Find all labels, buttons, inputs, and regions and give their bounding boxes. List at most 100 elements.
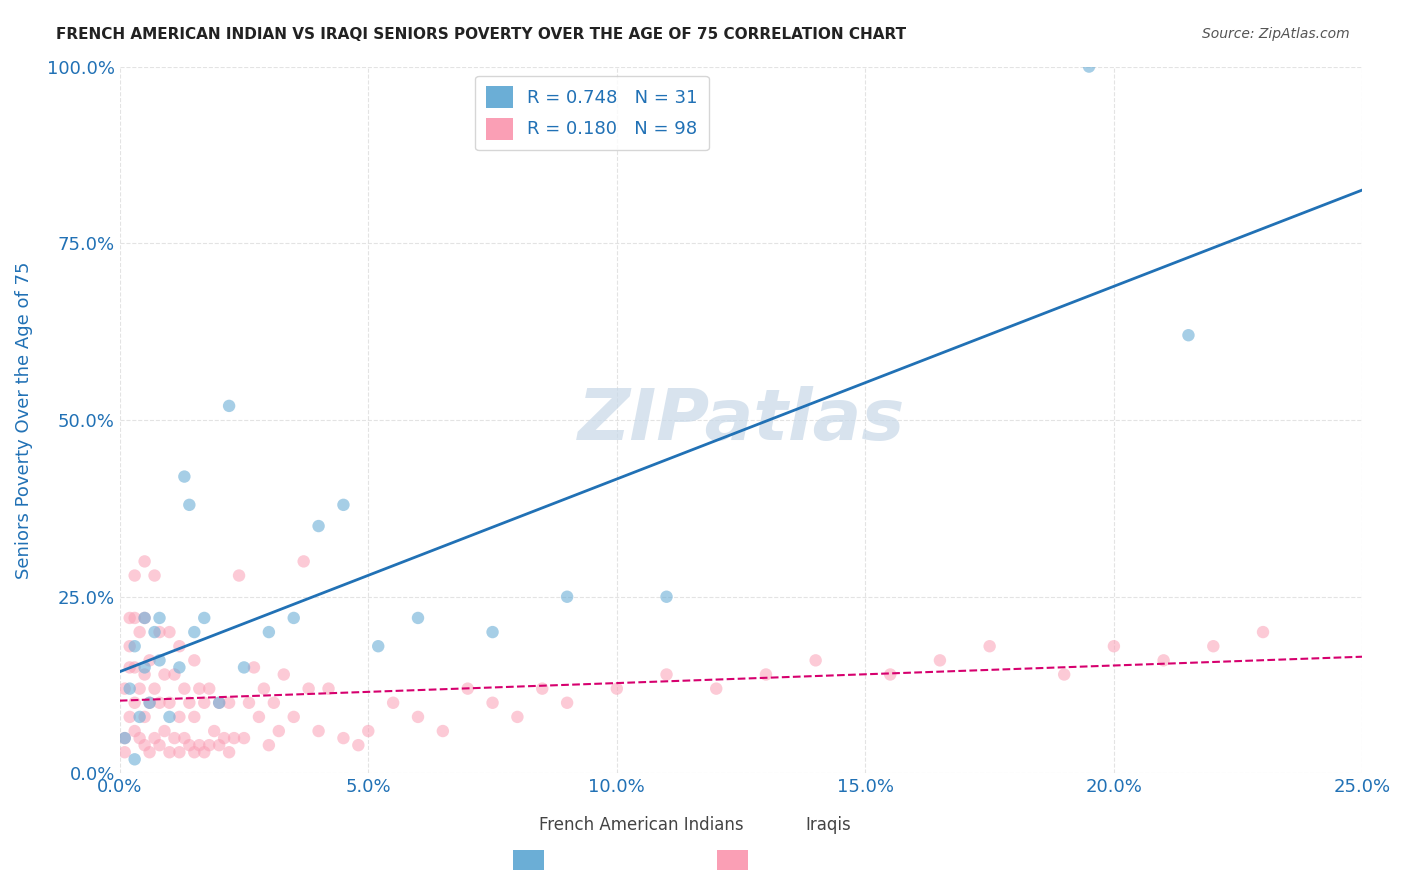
Point — [134, 611, 156, 625]
Point — [257, 625, 280, 640]
Point — [267, 724, 290, 739]
Point — [804, 653, 827, 667]
Point — [655, 667, 678, 681]
Point — [169, 639, 191, 653]
Point — [124, 724, 146, 739]
Point — [202, 724, 225, 739]
Point — [173, 469, 195, 483]
Point — [138, 653, 160, 667]
Point — [481, 625, 503, 640]
Point — [198, 738, 221, 752]
Point — [124, 752, 146, 766]
Point — [128, 731, 150, 745]
Point — [159, 710, 181, 724]
Point — [1053, 667, 1076, 681]
Point — [134, 738, 156, 752]
Point — [979, 639, 1001, 653]
Point — [233, 731, 256, 745]
Point — [332, 731, 354, 745]
Point — [1251, 625, 1274, 640]
Point — [128, 710, 150, 724]
Point — [138, 745, 160, 759]
Point — [183, 710, 205, 724]
Point — [222, 731, 245, 745]
Point — [198, 681, 221, 696]
Point — [143, 625, 166, 640]
Point — [308, 724, 330, 739]
Point — [169, 745, 191, 759]
Point — [347, 738, 370, 752]
Point — [183, 745, 205, 759]
Point — [247, 710, 270, 724]
Point — [173, 731, 195, 745]
Point — [179, 498, 201, 512]
Point — [257, 738, 280, 752]
Point — [159, 745, 181, 759]
Point — [124, 696, 146, 710]
Point — [128, 681, 150, 696]
Point — [148, 653, 170, 667]
Point — [188, 738, 211, 752]
Point — [308, 519, 330, 533]
Point — [134, 660, 156, 674]
Text: FRENCH AMERICAN INDIAN VS IRAQI SENIORS POVERTY OVER THE AGE OF 75 CORRELATION C: FRENCH AMERICAN INDIAN VS IRAQI SENIORS … — [56, 27, 907, 42]
Point — [143, 568, 166, 582]
Point — [929, 653, 952, 667]
Point — [193, 611, 215, 625]
Point — [318, 681, 340, 696]
Point — [148, 625, 170, 640]
Point — [704, 681, 727, 696]
Point — [283, 611, 305, 625]
Point — [143, 681, 166, 696]
Point — [124, 660, 146, 674]
Point — [138, 696, 160, 710]
Point — [218, 696, 240, 710]
Point — [153, 667, 176, 681]
Point — [879, 667, 901, 681]
Point — [457, 681, 479, 696]
Point — [253, 681, 276, 696]
Point — [163, 667, 186, 681]
Point — [298, 681, 321, 696]
Point — [114, 731, 136, 745]
Text: French American Indians: French American Indians — [540, 816, 744, 834]
Point — [183, 653, 205, 667]
Point — [143, 731, 166, 745]
Point — [179, 696, 201, 710]
Point — [432, 724, 454, 739]
Point — [332, 498, 354, 512]
Point — [406, 611, 429, 625]
Point — [114, 745, 136, 759]
Point — [128, 625, 150, 640]
Point — [367, 639, 389, 653]
Point — [114, 681, 136, 696]
Y-axis label: Seniors Poverty Over the Age of 75: Seniors Poverty Over the Age of 75 — [15, 261, 32, 579]
Point — [655, 590, 678, 604]
Point — [606, 681, 628, 696]
Point — [134, 710, 156, 724]
Point — [406, 710, 429, 724]
Point — [118, 681, 141, 696]
Point — [283, 710, 305, 724]
Point — [153, 724, 176, 739]
Point — [218, 745, 240, 759]
Text: Iraqis: Iraqis — [806, 816, 851, 834]
Point — [148, 696, 170, 710]
Point — [233, 660, 256, 674]
Point — [163, 731, 186, 745]
Point — [134, 667, 156, 681]
Point — [481, 696, 503, 710]
Point — [1202, 639, 1225, 653]
Point — [263, 696, 285, 710]
Point — [506, 710, 529, 724]
Point — [228, 568, 250, 582]
Point — [183, 625, 205, 640]
Point — [1177, 328, 1199, 343]
Point — [138, 696, 160, 710]
Point — [273, 667, 295, 681]
Point — [193, 745, 215, 759]
Point — [208, 738, 231, 752]
Point — [357, 724, 380, 739]
Point — [173, 681, 195, 696]
Point — [193, 696, 215, 710]
